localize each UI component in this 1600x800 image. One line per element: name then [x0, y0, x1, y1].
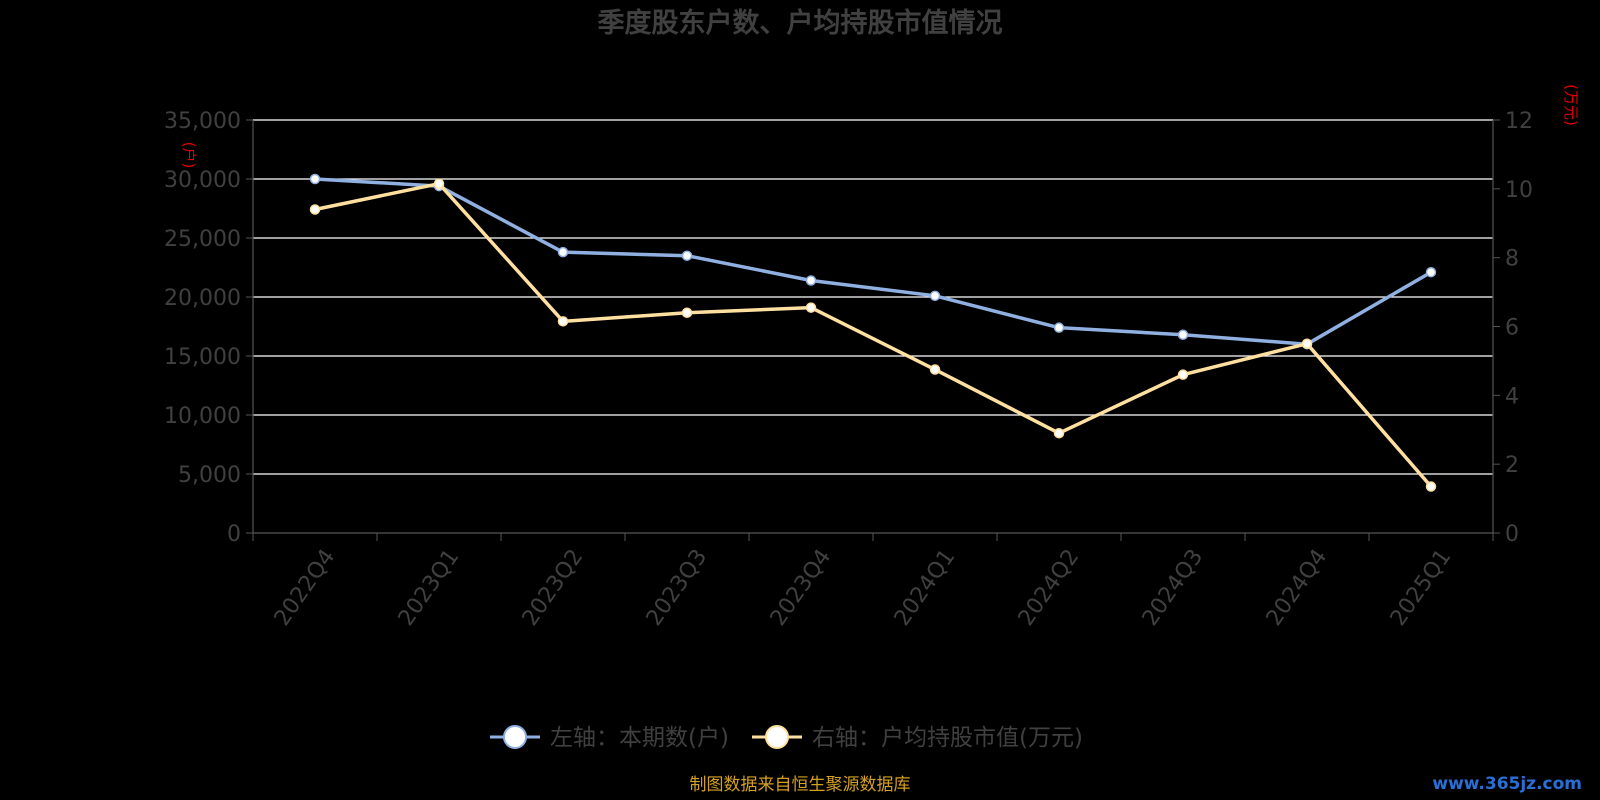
series-1-point[interactable] — [805, 275, 817, 286]
x-tick-label: 2024Q2 — [1014, 545, 1085, 631]
legend-item-2[interactable]: 右轴：户均持股市值(万元) — [752, 725, 1083, 751]
x-tick-label: 2024Q1 — [890, 545, 961, 631]
left-tick-label: 30,000 — [164, 168, 241, 193]
series-2-point[interactable] — [1177, 369, 1189, 380]
series-2-point[interactable] — [1053, 427, 1065, 439]
series-1-point[interactable] — [1425, 266, 1437, 278]
left-tick-label: 20,000 — [164, 286, 241, 311]
left-tick-label: 25,000 — [164, 227, 241, 252]
x-tick-label: 2022Q4 — [270, 545, 341, 631]
series-2-point[interactable] — [1425, 481, 1437, 492]
left-axis-unit: (户) — [180, 142, 198, 169]
series-1-point[interactable] — [681, 250, 693, 261]
series-2-point[interactable] — [805, 302, 817, 313]
x-tick-label: 2023Q1 — [394, 545, 465, 631]
data-source: 制图数据来自恒生聚源数据库 — [690, 775, 911, 795]
right-tick-label: 2 — [1505, 453, 1519, 478]
series-1-point[interactable] — [557, 246, 569, 258]
grid-lines — [253, 119, 1493, 475]
right-tick-label: 8 — [1505, 247, 1519, 272]
x-tick-label: 2023Q4 — [766, 545, 837, 631]
legend-label: 右轴：户均持股市值(万元) — [812, 725, 1083, 751]
x-tick-label: 2023Q3 — [642, 545, 713, 631]
left-tick-label: 0 — [227, 522, 241, 547]
series-2-point[interactable] — [433, 178, 445, 189]
legend-label: 左轴：本期数(户) — [550, 725, 729, 751]
right-tick-label: 4 — [1505, 384, 1519, 409]
right-axis-unit: (万元) — [1562, 84, 1580, 126]
series-lines — [309, 173, 1437, 492]
series-2-point[interactable] — [681, 307, 693, 318]
left-tick-label: 35,000 — [164, 109, 241, 134]
right-tick-label: 10 — [1505, 178, 1533, 203]
x-tick-label: 2024Q4 — [1262, 545, 1333, 631]
x-tick-label: 2023Q2 — [518, 545, 589, 631]
right-tick-label: 6 — [1505, 316, 1519, 341]
watermark: www.365jz.com — [1432, 774, 1582, 794]
series-2-point[interactable] — [557, 316, 569, 327]
legend-item-1[interactable]: 左轴：本期数(户) — [490, 725, 729, 751]
series-1-point[interactable] — [1177, 329, 1189, 341]
series-1-point[interactable] — [929, 290, 941, 302]
series-1-point[interactable] — [1053, 322, 1065, 333]
x-tick-label: 2024Q3 — [1138, 545, 1209, 631]
series-2-point[interactable] — [1301, 338, 1313, 349]
series-1-point[interactable] — [309, 173, 321, 185]
legend[interactable]: 左轴：本期数(户) 右轴：户均持股市值(万元) — [490, 725, 1083, 751]
right-tick-label: 0 — [1505, 522, 1519, 547]
series-line-1 — [314, 177, 1432, 346]
left-tick-label: 15,000 — [164, 345, 241, 370]
left-tick-label: 5,000 — [178, 463, 241, 488]
series-2-point[interactable] — [929, 364, 941, 375]
x-tick-label: 2025Q1 — [1386, 545, 1457, 631]
left-tick-label: 10,000 — [164, 404, 241, 429]
legend-swatch-marker — [503, 725, 527, 749]
series-2-point[interactable] — [309, 204, 321, 215]
series-line-2 — [314, 181, 1433, 488]
chart-title: 季度股东户数、户均持股市值情况 — [598, 7, 1003, 39]
right-tick-label: 12 — [1505, 109, 1533, 134]
legend-swatch-marker — [765, 725, 789, 749]
